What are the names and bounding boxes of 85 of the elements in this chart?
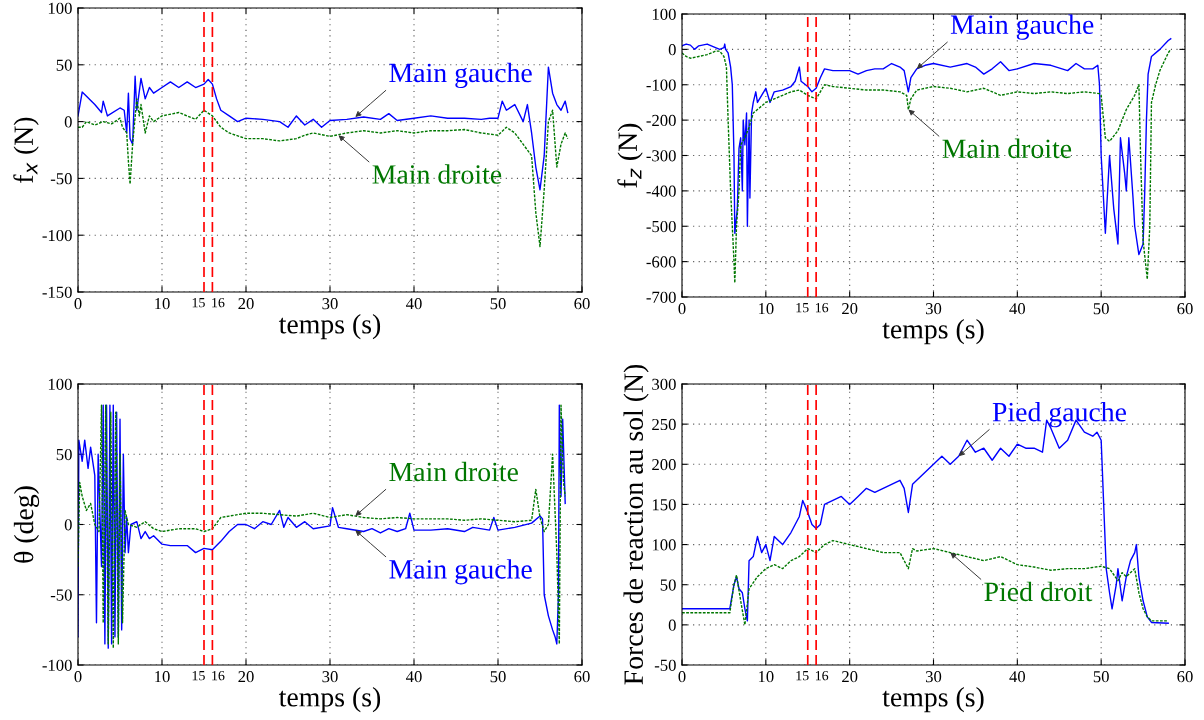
line-series xyxy=(78,98,569,248)
y-tick-label: 200 xyxy=(652,458,676,471)
y-tick-label: -600 xyxy=(646,256,676,268)
y-tick-label: -700 xyxy=(646,291,676,303)
ref-line-label: 16 xyxy=(815,671,829,681)
y-axis-title: θ (deg) xyxy=(13,486,40,563)
x-axis-title: temps (s) xyxy=(278,687,381,713)
x-tick-label: 0 xyxy=(74,671,82,683)
y-tick-label: 0 xyxy=(668,44,676,56)
x-tick-label: 40 xyxy=(405,298,422,310)
x-tick-label: 0 xyxy=(678,671,686,683)
x-tick-label: 10 xyxy=(155,298,170,310)
x-tick-label: 40 xyxy=(1009,671,1026,683)
y-axis-title: f$_{x}$ (N) xyxy=(13,117,39,183)
ref-line-label: 16 xyxy=(815,303,829,313)
x-tick-label: 60 xyxy=(1177,303,1193,315)
annotation: Main droite xyxy=(942,138,1072,159)
annotation: Main gauche xyxy=(950,14,1094,40)
x-tick-label: 40 xyxy=(1009,303,1026,315)
y-tick-label: 50 xyxy=(660,579,676,591)
y-tick-label: -100 xyxy=(646,79,676,91)
x-tick-label: 60 xyxy=(574,298,590,310)
x-tick-label: 50 xyxy=(490,298,506,310)
y-tick-label: -100 xyxy=(42,229,72,242)
annotation: Pied droit xyxy=(984,581,1093,602)
x-tick-label: 60 xyxy=(574,671,590,683)
y-tick-label: -50 xyxy=(50,173,72,185)
x-tick-label: 30 xyxy=(925,303,942,315)
y-tick-label: 50 xyxy=(56,59,72,71)
y-tick-label: 100 xyxy=(652,539,676,551)
x-tick-label: 0 xyxy=(678,303,686,315)
line-series xyxy=(682,539,1169,626)
line-series xyxy=(682,48,1172,284)
x-tick-label: 20 xyxy=(238,671,254,683)
annotation: Main gauche xyxy=(389,559,532,585)
ref-line-label: 15 xyxy=(796,671,809,681)
y-axis-title: Forces de reaction au sol (N) xyxy=(623,364,649,685)
ref-line-label: 15 xyxy=(796,303,809,313)
annotation: Main droite xyxy=(372,164,502,184)
x-tick-label: 10 xyxy=(758,303,774,315)
x-tick-label: 50 xyxy=(1093,303,1109,315)
y-tick-label: 100 xyxy=(48,378,72,390)
x-tick-label: 20 xyxy=(842,671,858,683)
x-tick-label: 50 xyxy=(1093,671,1109,683)
annotation: Main droite xyxy=(389,461,518,482)
x-tick-label: 40 xyxy=(405,671,422,683)
ref-line-label: 15 xyxy=(192,671,205,681)
x-tick-label: 30 xyxy=(322,671,338,683)
ref-line-label: 16 xyxy=(212,671,225,681)
ref-line-label: 15 xyxy=(192,298,205,308)
x-tick-label: 0 xyxy=(74,298,82,310)
y-tick-label: -50 xyxy=(654,659,676,671)
x-tick-label: 20 xyxy=(238,298,254,310)
y-tick-label: 0 xyxy=(64,519,72,531)
y-tick-label: -200 xyxy=(646,114,676,127)
line-series xyxy=(78,404,566,649)
y-tick-label: 0 xyxy=(64,116,72,128)
y-tick-label: 150 xyxy=(652,499,676,511)
y-tick-label: -100 xyxy=(42,659,72,671)
x-tick-label: 10 xyxy=(155,671,170,683)
annotation: Main gauche xyxy=(389,62,532,89)
y-tick-label: 300 xyxy=(652,378,676,390)
annotation: Pied gauche xyxy=(992,401,1126,428)
x-tick-label: 10 xyxy=(758,671,774,683)
y-tick-label: 0 xyxy=(668,619,676,631)
y-tick-label: 100 xyxy=(652,8,676,20)
line-series xyxy=(682,38,1172,256)
x-tick-label: 30 xyxy=(925,671,942,683)
x-tick-label: 50 xyxy=(490,671,506,683)
x-tick-label: 60 xyxy=(1177,671,1193,683)
y-tick-label: -500 xyxy=(646,220,676,233)
y-axis-title: f$_{z}$ (N) xyxy=(617,123,643,188)
x-axis-title: temps (s) xyxy=(882,687,984,713)
x-tick-label: 30 xyxy=(322,298,338,310)
x-tick-label: 20 xyxy=(842,303,858,315)
y-tick-label: -400 xyxy=(646,185,676,197)
x-axis-title: temps (s) xyxy=(882,319,984,345)
y-tick-label: 50 xyxy=(56,448,72,461)
y-tick-label: -300 xyxy=(646,150,676,162)
y-tick-label: 250 xyxy=(652,418,676,431)
ref-line-label: 16 xyxy=(212,298,225,308)
y-tick-label: 100 xyxy=(48,2,72,14)
x-axis-title: temps (s) xyxy=(278,314,381,340)
y-tick-label: -50 xyxy=(50,589,72,601)
y-tick-label: -150 xyxy=(42,286,72,298)
